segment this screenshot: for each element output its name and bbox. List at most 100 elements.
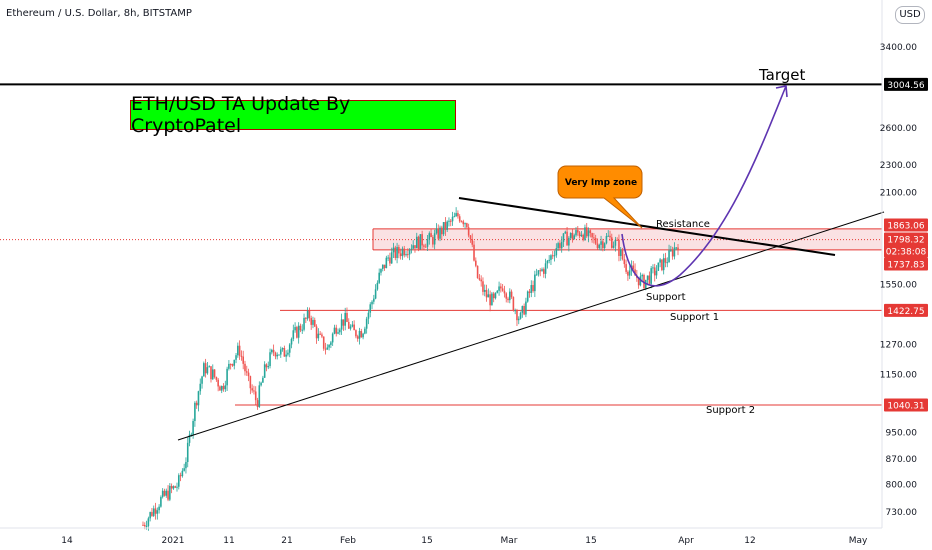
- candle-body: [414, 245, 416, 249]
- candle-body: [634, 269, 636, 276]
- candle-body: [331, 333, 334, 343]
- candle-body: [602, 241, 604, 249]
- candle-body: [228, 363, 230, 369]
- candle-body: [544, 263, 547, 274]
- candle-body: [594, 237, 597, 244]
- candle-body: [177, 475, 180, 487]
- candle-body: [439, 227, 441, 239]
- candle-body: [195, 402, 198, 406]
- candle-body: [671, 250, 674, 257]
- candle-body: [408, 249, 411, 255]
- price-tag: [884, 257, 928, 271]
- candle-body: [319, 333, 321, 335]
- candle-body: [349, 326, 352, 329]
- candle-body: [453, 216, 456, 218]
- candle-body: [444, 222, 447, 230]
- candle-body: [390, 252, 393, 264]
- candle-body: [521, 306, 524, 313]
- candle-body: [197, 391, 200, 406]
- candle-body: [553, 255, 556, 257]
- candle-body: [272, 349, 275, 353]
- candle-body: [585, 227, 588, 237]
- candle-body: [467, 227, 470, 236]
- candle-body: [480, 279, 482, 282]
- candle-body: [165, 490, 168, 496]
- projection-arrowhead: [775, 85, 788, 98]
- x-tick-label: 15: [585, 536, 596, 546]
- x-tick-label: Apr: [678, 536, 694, 546]
- candle-body: [305, 317, 307, 319]
- candle-body: [190, 434, 193, 436]
- candle-body: [659, 259, 661, 263]
- candle-body: [260, 382, 262, 386]
- candle-body: [313, 319, 316, 327]
- candle-body: [551, 255, 554, 257]
- candle-body: [287, 352, 289, 355]
- candle-body: [512, 297, 515, 311]
- candle-body: [290, 338, 293, 345]
- candle-body: [491, 293, 493, 306]
- candle-body: [215, 376, 218, 380]
- candle-body: [210, 366, 212, 380]
- candle-body: [466, 223, 468, 228]
- candle-body: [670, 250, 672, 252]
- candle-body: [537, 270, 540, 275]
- candle-body: [251, 388, 253, 391]
- candle-body: [616, 239, 618, 241]
- candle-body: [399, 253, 402, 257]
- candle-body: [378, 272, 380, 283]
- candle-body: [179, 475, 182, 477]
- candle-body: [589, 230, 592, 234]
- candle-body: [342, 319, 345, 326]
- candle-body: [421, 234, 423, 246]
- x-tick-label: Mar: [501, 536, 518, 546]
- candle-body: [600, 241, 602, 245]
- candle-body: [269, 352, 271, 367]
- candle-body: [296, 327, 298, 338]
- candle-body: [147, 518, 150, 527]
- candle-body: [170, 485, 173, 489]
- price-tag: [884, 244, 928, 258]
- candle-body: [310, 318, 312, 325]
- candle-body: [222, 385, 225, 390]
- candle-body: [555, 248, 558, 256]
- price-tag: [884, 77, 928, 91]
- candle-body: [625, 264, 627, 272]
- currency-button[interactable]: USD: [895, 6, 925, 24]
- candle-body: [507, 298, 509, 301]
- candle-body: [618, 240, 620, 256]
- candle-body: [494, 292, 497, 299]
- candle-body: [371, 301, 373, 305]
- candle-body: [582, 234, 584, 240]
- candle-body: [312, 319, 314, 325]
- candle-body: [278, 354, 280, 356]
- candle-body: [525, 301, 527, 315]
- candle-body: [621, 249, 624, 260]
- x-tick-label: Feb: [340, 536, 356, 546]
- candle-body: [432, 237, 434, 245]
- candle-body: [471, 239, 474, 245]
- candle-body: [596, 243, 599, 249]
- candle-body: [192, 421, 194, 435]
- candle-body: [455, 213, 457, 217]
- candle-body: [637, 277, 640, 286]
- y-tick-label: 2600.00: [880, 124, 917, 134]
- candle-body: [254, 391, 257, 401]
- candle-body: [449, 220, 452, 222]
- candle-body: [220, 385, 223, 391]
- candle-body: [653, 267, 656, 276]
- candle-body: [580, 234, 583, 237]
- candle-body: [546, 260, 549, 264]
- candle-body: [238, 345, 241, 356]
- candle-body: [245, 371, 248, 373]
- candle-body: [550, 255, 552, 260]
- candle-body: [174, 486, 177, 488]
- candle-body: [496, 290, 499, 293]
- candle-body: [458, 216, 461, 222]
- candle-body: [211, 369, 214, 380]
- candle-body: [591, 233, 593, 238]
- candle-body: [219, 386, 221, 391]
- price-tag-label: 02:38:08: [886, 248, 927, 258]
- candle-body: [569, 232, 572, 238]
